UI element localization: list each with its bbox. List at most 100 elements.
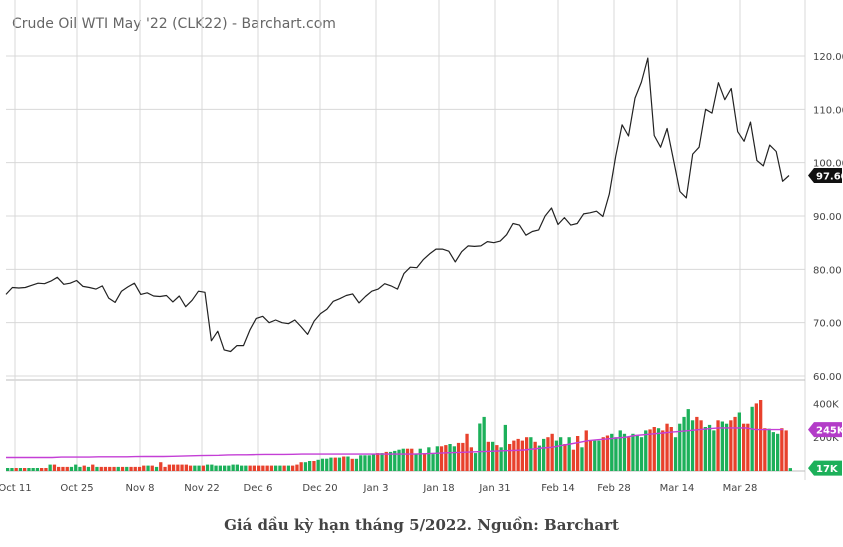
price-line bbox=[5, 57, 790, 353]
volume-bar bbox=[482, 416, 486, 471]
volume-bar bbox=[291, 465, 295, 471]
volume-bar bbox=[780, 428, 784, 471]
volume-bar bbox=[456, 442, 461, 471]
volume-bar bbox=[516, 438, 520, 471]
volume-bar bbox=[678, 423, 682, 471]
volume-bar bbox=[112, 466, 116, 471]
volume-bar bbox=[197, 465, 201, 471]
volume-bar bbox=[759, 400, 763, 471]
volume-bar bbox=[784, 430, 788, 471]
volume-bar bbox=[299, 462, 303, 471]
volume-bar bbox=[712, 430, 716, 471]
volume-bar bbox=[661, 430, 665, 471]
volume-bar bbox=[240, 465, 244, 471]
volume-bar bbox=[469, 447, 473, 471]
volume-bar bbox=[656, 428, 661, 471]
volume-bar bbox=[214, 465, 218, 471]
volume-bar bbox=[767, 428, 771, 471]
volume-bar bbox=[261, 465, 265, 471]
volume-bar bbox=[376, 453, 380, 471]
x-tick-label: Mar 28 bbox=[723, 483, 758, 494]
volume-bar bbox=[223, 465, 227, 471]
volume-bar bbox=[771, 432, 775, 471]
volume-bar bbox=[248, 465, 252, 471]
price-tick-label: 80.00 bbox=[813, 265, 842, 276]
volume-bar bbox=[610, 433, 614, 471]
x-tick-label: Nov 22 bbox=[184, 483, 219, 494]
price-tick-label: 100.00 bbox=[813, 159, 843, 170]
volume-bar bbox=[550, 433, 554, 471]
volume-bar bbox=[639, 437, 644, 471]
volume-bar bbox=[184, 464, 188, 471]
volume-bar bbox=[622, 433, 627, 471]
volume-bar bbox=[52, 464, 57, 471]
volume-bar bbox=[303, 462, 308, 471]
volume-bar bbox=[401, 448, 405, 471]
volume-bar bbox=[180, 464, 184, 471]
volume-bar bbox=[537, 445, 542, 471]
volume-tick-label: 200K bbox=[813, 433, 839, 444]
volume-bar bbox=[729, 420, 733, 471]
volume-bar bbox=[320, 458, 325, 471]
volume-bar bbox=[316, 459, 320, 471]
volume-bar bbox=[159, 462, 163, 471]
volume-bar bbox=[618, 430, 622, 471]
volume-bar bbox=[405, 448, 410, 471]
volume-bar bbox=[27, 468, 31, 471]
volume-bar bbox=[707, 424, 712, 471]
volume-bar bbox=[563, 444, 567, 471]
volume-bar bbox=[690, 420, 695, 471]
volume-bar bbox=[342, 456, 346, 471]
volume-bar bbox=[452, 446, 456, 471]
x-tick-label: Mar 14 bbox=[660, 483, 695, 494]
volume-bar bbox=[584, 430, 588, 471]
x-tick-label: Oct 11 bbox=[0, 483, 32, 494]
volume-bar bbox=[652, 427, 656, 471]
volume-bar bbox=[571, 449, 576, 471]
volume-bar bbox=[120, 466, 125, 471]
volume-bar bbox=[6, 468, 10, 471]
volume-bar bbox=[371, 454, 376, 471]
volume-bar bbox=[150, 465, 154, 471]
x-tick-label: Oct 25 bbox=[60, 483, 93, 494]
volume-bar bbox=[737, 412, 741, 471]
volume-bar bbox=[546, 437, 550, 471]
last-price-badge-shape bbox=[808, 167, 842, 183]
volume-bar bbox=[44, 468, 48, 471]
volume-bar bbox=[308, 461, 312, 471]
volume-bar bbox=[559, 437, 563, 471]
x-tick-label: Jan 3 bbox=[363, 483, 389, 494]
volume-bar bbox=[23, 468, 27, 471]
volume-bar bbox=[205, 464, 210, 471]
volume-bar bbox=[65, 466, 69, 471]
volume-bar bbox=[257, 465, 261, 471]
volume-bar bbox=[380, 453, 384, 471]
volume-bar bbox=[665, 423, 669, 471]
volume-bar bbox=[724, 423, 729, 471]
volume-bar bbox=[473, 453, 478, 471]
volume-bar bbox=[644, 430, 648, 471]
volume-bar bbox=[116, 466, 120, 471]
volume-bar bbox=[410, 448, 414, 471]
volume-bar bbox=[686, 409, 690, 471]
volume-bar bbox=[746, 423, 750, 471]
volume-bar bbox=[269, 465, 274, 471]
volume-bar bbox=[265, 465, 269, 471]
volume-bar bbox=[201, 465, 205, 471]
volume-bar bbox=[533, 441, 537, 471]
volume-bar bbox=[461, 442, 465, 471]
volume-bar bbox=[282, 465, 286, 471]
volume-bar bbox=[554, 440, 559, 471]
volume-bar bbox=[354, 458, 359, 471]
volume-bar bbox=[227, 465, 231, 471]
volume-bar bbox=[69, 466, 74, 471]
average-volume-badge-shape bbox=[808, 422, 842, 438]
price-tick-label: 90.00 bbox=[813, 212, 842, 223]
volume-bar bbox=[486, 441, 490, 471]
volume-bar bbox=[605, 435, 610, 471]
volume-bar bbox=[18, 468, 23, 471]
volume-bar bbox=[14, 468, 18, 471]
volume-bar bbox=[286, 465, 291, 471]
volume-bar bbox=[597, 440, 601, 471]
volume-bar bbox=[244, 465, 248, 471]
